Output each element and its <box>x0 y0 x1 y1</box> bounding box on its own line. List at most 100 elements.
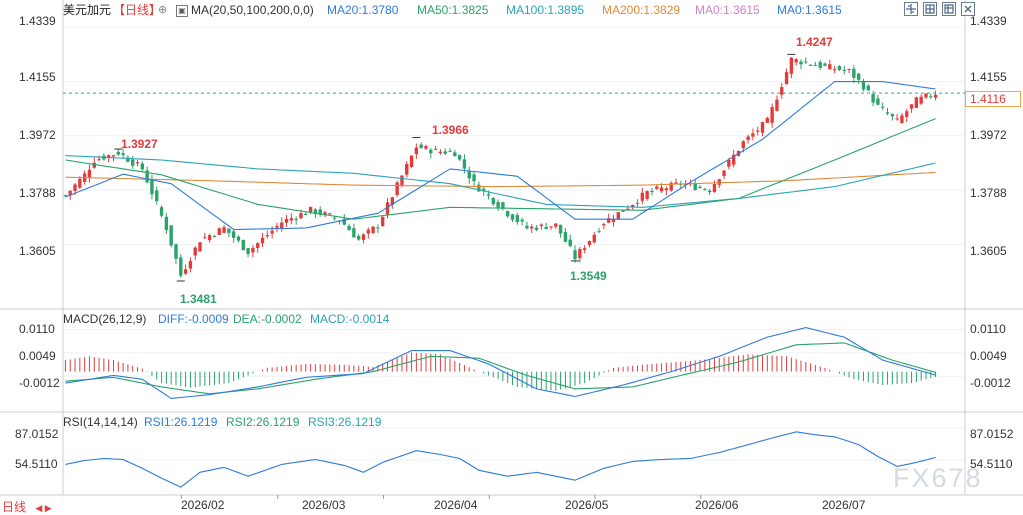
candle-body <box>842 69 846 71</box>
candle-body <box>515 215 520 223</box>
candle-body <box>486 194 491 196</box>
ma-settings-icon[interactable]: ⊕ <box>158 4 168 16</box>
close-icon[interactable] <box>961 2 975 16</box>
period-footer-label: 日线 <box>2 500 27 514</box>
candle-body <box>207 235 212 241</box>
candle-body <box>501 202 505 209</box>
period-footer[interactable]: 日线 ◀ ▶ <box>2 498 52 515</box>
annotation-low-2: 1.3549 <box>570 269 607 283</box>
candle-body <box>530 226 534 229</box>
candle-body <box>390 197 395 205</box>
ma0-value-a: MA0:1.3615 <box>695 3 760 17</box>
candle-body <box>193 247 197 256</box>
candle-body <box>655 186 659 189</box>
grid-small-icon[interactable] <box>942 2 956 16</box>
candle-body <box>885 112 890 114</box>
candle-body <box>775 99 779 111</box>
candle-body <box>881 106 885 108</box>
rsi-tick-right-0: 87.0152 <box>970 427 1014 441</box>
candle-body <box>462 159 467 169</box>
candle-body <box>780 87 784 95</box>
candle-body <box>640 192 645 201</box>
candle-body <box>198 242 202 252</box>
candle-body <box>212 235 217 237</box>
candle-body <box>97 159 101 161</box>
candle-body <box>381 216 385 226</box>
y-tick-right-2: 1.3972 <box>970 128 1007 142</box>
crosshair-icon[interactable] <box>904 2 918 16</box>
candle-body <box>150 179 154 195</box>
candle-body <box>304 214 308 216</box>
candle-body <box>323 212 327 216</box>
candle-body <box>433 148 438 150</box>
candle-body <box>140 163 145 170</box>
candle-body <box>669 182 673 191</box>
y-tick-right-1: 1.4155 <box>970 70 1007 84</box>
x-label-0: 2026/02 <box>181 498 225 512</box>
candle-body <box>472 174 476 182</box>
ma200-value: MA200:1.3829 <box>602 3 681 17</box>
rsi-tick-left-0: 87.0152 <box>15 427 59 441</box>
candle-body <box>135 162 140 164</box>
candle-body <box>116 151 120 155</box>
candle-body <box>534 227 539 230</box>
candle-body <box>203 237 207 239</box>
scroll-arrows[interactable]: ◀ ▶ <box>35 503 52 513</box>
candle-body <box>246 248 250 255</box>
candle-body <box>808 64 813 66</box>
ma100-line <box>65 155 936 208</box>
ma-toggle-icon[interactable]: ▣ <box>176 5 188 17</box>
candle-body <box>265 235 270 237</box>
x-label-1: 2026/03 <box>302 498 346 512</box>
candle-body <box>92 162 96 168</box>
candle-body <box>179 257 183 276</box>
period-label[interactable]: 【日线】 <box>113 3 162 17</box>
ma200-line <box>65 171 936 188</box>
candle-body <box>712 184 717 192</box>
rsi-2: RSI2:26.1219 <box>226 415 300 429</box>
candle-body <box>751 133 755 137</box>
candle-body <box>717 179 721 185</box>
ma20-line <box>65 81 936 231</box>
x-label-4: 2026/06 <box>695 498 739 512</box>
candle-body <box>804 61 808 63</box>
candle-body <box>573 250 577 260</box>
candle-body <box>491 197 495 205</box>
macd-tick-right-2: -0.0012 <box>970 376 1011 390</box>
candle-body <box>169 225 173 246</box>
candle-body <box>909 104 914 109</box>
candle-body <box>539 224 544 226</box>
candle-body <box>597 231 601 233</box>
candle-body <box>794 59 798 63</box>
ma50-line <box>65 118 936 220</box>
y-tick-left-2: 1.3972 <box>19 128 56 142</box>
candle-body <box>703 189 707 191</box>
candle-body <box>481 188 486 192</box>
candle-body <box>222 227 226 233</box>
candle-body <box>592 234 596 243</box>
y-tick-left-0: 1.4339 <box>19 14 56 28</box>
candle-body <box>861 82 866 90</box>
y-tick-right-0: 1.4339 <box>970 14 1007 28</box>
candle-body <box>308 206 313 213</box>
candle-body <box>270 230 274 234</box>
macd-value: MACD:-0.0014 <box>310 312 390 326</box>
macd-tick-right-1: 0.0049 <box>970 349 1007 363</box>
candle-body <box>510 214 515 220</box>
candle-body <box>563 232 568 242</box>
rsi-tick-left-1: 54.5110 <box>15 457 58 471</box>
rsi-line <box>65 431 936 488</box>
grid-icon[interactable] <box>923 2 937 16</box>
candle-body <box>722 170 726 176</box>
candle-body <box>126 157 130 162</box>
ma50-value: MA50:1.3825 <box>417 3 489 17</box>
x-label-2: 2026/04 <box>434 498 478 512</box>
candle-body <box>929 96 933 98</box>
candle-body <box>818 62 822 68</box>
candle-body <box>568 239 572 247</box>
annotation-high-3: 1.4247 <box>796 35 833 49</box>
candle-body <box>385 202 390 215</box>
x-label-3: 2026/05 <box>565 498 609 512</box>
candle-body <box>217 228 221 235</box>
